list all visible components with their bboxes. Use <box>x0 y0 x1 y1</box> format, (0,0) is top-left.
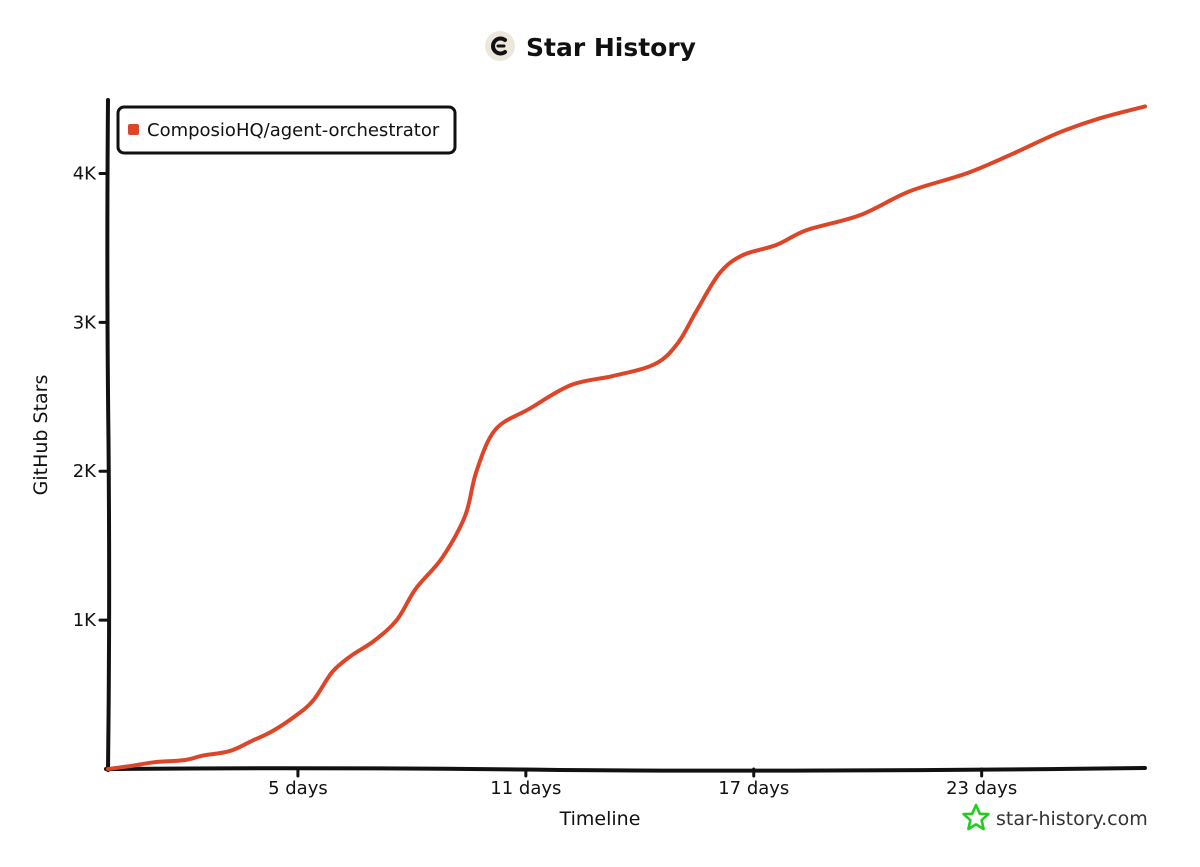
star-history-logo-icon <box>485 31 515 61</box>
y-axis-line <box>105 98 112 772</box>
watermark: star-history.com <box>962 803 1148 831</box>
x-axis-line <box>104 766 1147 773</box>
x-axis-ticks: 5 days 11 days 17 days 23 days <box>268 767 1017 799</box>
y-tick-label: 2K <box>73 461 97 482</box>
legend-box <box>116 105 457 155</box>
series-line-composiohq-agent-orchestrator <box>106 104 1147 771</box>
y-axis-title: GitHub Stars <box>30 375 52 496</box>
star-outline-icon <box>962 803 990 831</box>
y-axis-ticks: 1K 2K 3K 4K <box>73 163 110 631</box>
chart-title: Star History <box>526 33 696 62</box>
x-tick-label: 5 days <box>268 778 328 799</box>
x-tick-label: 11 days <box>490 778 561 799</box>
y-tick-label: 3K <box>73 312 97 333</box>
watermark-text: star-history.com <box>996 808 1148 830</box>
x-tick-label: 17 days <box>718 778 789 799</box>
x-tick-label: 23 days <box>946 778 1017 799</box>
legend-swatch <box>128 124 139 135</box>
chart-title-group: Star History <box>485 31 696 62</box>
legend: ComposioHQ/agent-orchestrator <box>116 105 457 155</box>
y-tick-label: 4K <box>73 163 97 184</box>
legend-label: ComposioHQ/agent-orchestrator <box>147 120 440 141</box>
y-tick-label: 1K <box>73 610 97 631</box>
x-axis-title: Timeline <box>559 808 641 830</box>
